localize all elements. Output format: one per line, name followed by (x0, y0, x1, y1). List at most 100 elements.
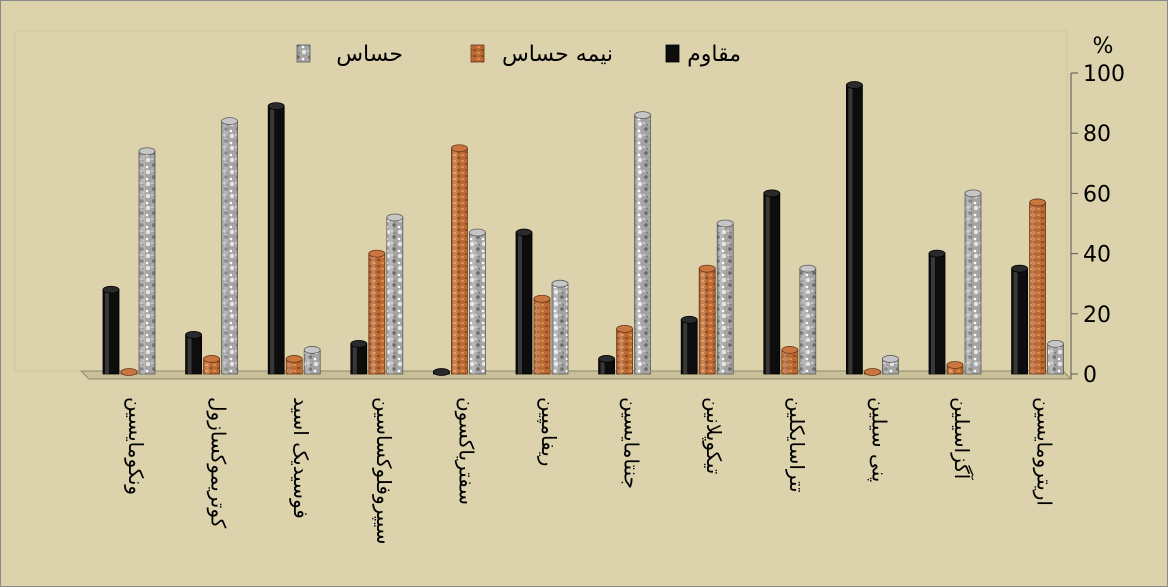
bar-top (551, 279, 569, 288)
bar-highlight (554, 283, 558, 374)
legend: مقاوم نیمه حساس حساس (296, 42, 741, 67)
bar-top (138, 147, 156, 156)
bar-highlight (352, 343, 357, 374)
category-label: فوسیدیک اسید (289, 397, 313, 519)
bar (221, 117, 239, 375)
category-label: جنتامایسین (620, 397, 644, 489)
y-tick-label: 0 (1083, 363, 1097, 388)
category-label: تیکوپلانین (701, 397, 726, 474)
category-label: پنی سیلین (866, 397, 891, 482)
bar (432, 368, 450, 376)
bar-highlight (471, 232, 476, 374)
bar-highlight (388, 217, 393, 374)
bar-top (864, 368, 881, 376)
category-label: اریترومایسین (1033, 397, 1057, 506)
bar (1011, 264, 1028, 375)
bar-highlight (765, 193, 770, 374)
bar (185, 330, 203, 375)
bar-top (1011, 264, 1028, 273)
bar-highlight (931, 253, 935, 374)
bar (267, 102, 285, 375)
bar (680, 315, 698, 375)
bar-highlight (801, 268, 806, 374)
bar-top (386, 213, 404, 222)
bar-highlight (205, 358, 210, 374)
bar-top (102, 285, 120, 294)
bar (781, 346, 799, 375)
bar-top (120, 368, 138, 376)
bar-top (303, 346, 321, 354)
category-label: ریفامپین (536, 397, 561, 466)
bar-top (1047, 339, 1064, 348)
bar-top (450, 144, 468, 153)
bar (203, 355, 221, 375)
bar-top (799, 264, 817, 273)
category-label: ونکومایسین (124, 397, 148, 495)
bar (634, 111, 651, 375)
bar (120, 368, 138, 376)
category-label: آگزاسیلین (950, 397, 975, 481)
bar (1029, 198, 1046, 375)
bar-highlight (270, 106, 275, 375)
bar-highlight (701, 268, 706, 374)
bar-top (928, 249, 946, 258)
bar-top (716, 219, 734, 228)
bar (1047, 339, 1064, 375)
bar-top (616, 324, 633, 333)
bar-top (882, 355, 899, 363)
bar-highlight (306, 349, 311, 374)
bar-top (468, 228, 486, 237)
bar-top (698, 264, 716, 273)
bar-highlight (370, 253, 375, 374)
bar (138, 147, 156, 375)
bar-top (946, 361, 964, 369)
bar-highlight (618, 328, 623, 374)
bar (450, 144, 468, 375)
bar (350, 339, 368, 375)
category-labels: ونکومایسین کوتریموکسازول فوسیدیک اسید سیپرو… (124, 397, 1057, 545)
bar-top (515, 228, 533, 237)
y-axis: % 0 20 40 60 80 100 (1070, 34, 1125, 388)
bar (928, 249, 946, 375)
unit-label: % (1093, 34, 1114, 59)
legend-item: حساس (296, 42, 403, 67)
y-tick-label: 20 (1083, 303, 1111, 328)
bar (102, 285, 120, 375)
bar-highlight (288, 358, 293, 374)
bar (964, 189, 982, 375)
bar-highlight (600, 358, 605, 374)
bar-highlight (536, 298, 540, 374)
bar-top (781, 346, 799, 354)
bar-highlight (223, 121, 228, 374)
bar-highlight (453, 148, 458, 374)
bar-top (350, 339, 368, 348)
legend-swatch (470, 44, 485, 63)
bar-top (598, 355, 615, 363)
bars (102, 81, 1064, 376)
bar-top (846, 81, 863, 89)
bar (799, 264, 817, 375)
legend-label: حساس (336, 42, 403, 67)
bar (716, 219, 734, 375)
bar (368, 249, 386, 375)
bar-top (763, 189, 781, 198)
bar (515, 228, 533, 375)
bar-highlight (848, 85, 853, 374)
bar (846, 81, 863, 375)
bar-highlight (1013, 268, 1018, 374)
legend-item: مقاوم (665, 42, 741, 67)
bar-top (285, 355, 303, 363)
bar-top (203, 355, 221, 363)
category-label: سیپروفلوکساسین (371, 397, 396, 545)
bar (763, 189, 781, 375)
bar-top (185, 330, 203, 339)
bar (551, 279, 569, 375)
y-tick-label: 40 (1083, 243, 1111, 268)
category-label: سفتریاکسون (454, 397, 478, 505)
bar-highlight (141, 151, 145, 374)
y-tick-label: 100 (1083, 62, 1125, 87)
bar-highlight (949, 364, 953, 374)
y-tick-label: 80 (1083, 122, 1111, 147)
